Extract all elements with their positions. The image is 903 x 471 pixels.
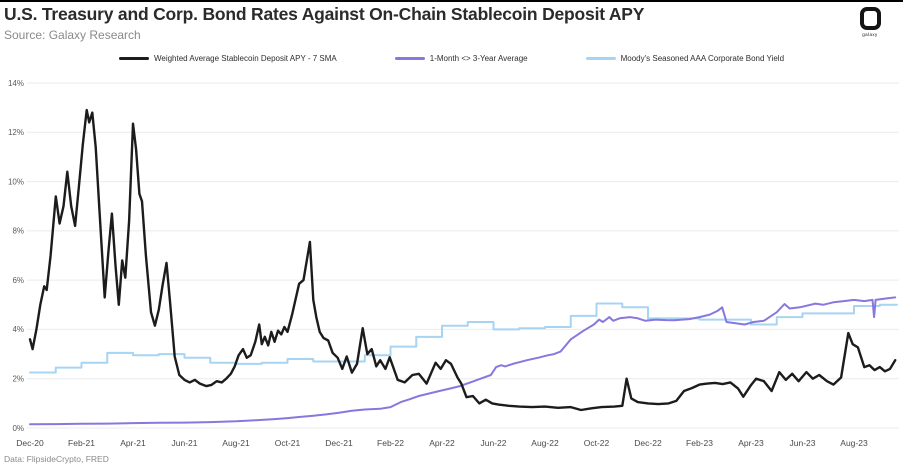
x-tick-label: Aug-22 xyxy=(531,438,559,448)
x-tick-label: Apr-22 xyxy=(429,438,455,448)
legend-swatch-icon xyxy=(118,57,149,60)
y-tick-label: 12% xyxy=(8,128,24,137)
y-tick-label: 14% xyxy=(8,79,24,88)
x-tick-label: Dec-21 xyxy=(325,438,353,448)
galaxy-logo-icon xyxy=(859,7,881,30)
legend-label: Moody's Seasoned AAA Corporate Bond Yiel… xyxy=(620,54,785,63)
legend-swatch-icon xyxy=(585,57,616,60)
x-tick-label: Apr-23 xyxy=(738,438,764,448)
stablecoin-apy-line xyxy=(28,108,897,412)
x-tick-label: Feb-22 xyxy=(377,438,404,448)
x-tick-label: Oct-22 xyxy=(584,438,610,448)
legend-label: Weighted Average Stablecoin Deposit APY … xyxy=(153,54,337,63)
page-title: U.S. Treasury and Corp. Bond Rates Again… xyxy=(4,4,645,24)
x-tick-label: Dec-22 xyxy=(634,438,662,448)
galaxy-logo-text: galaxy xyxy=(862,31,878,37)
treasury-average-line xyxy=(29,296,897,426)
legend: Weighted Average Stablecoin Deposit APY … xyxy=(0,54,903,63)
y-tick-label: 2% xyxy=(12,375,24,384)
y-tick-label: 8% xyxy=(12,227,24,236)
gridlines xyxy=(27,82,899,429)
moodys-aaa-line xyxy=(29,302,898,374)
legend-swatch-icon xyxy=(394,57,425,60)
x-tick-label: Aug-21 xyxy=(222,438,250,448)
x-tick-label: Jun-23 xyxy=(790,438,816,448)
y-axis-labels: 0% 2% 4% 6% 8% 10% 12% 14% xyxy=(8,79,24,433)
x-tick-label: Feb-23 xyxy=(686,438,713,448)
data-attribution: Data: FlipsideCrypto, FRED xyxy=(4,454,109,464)
x-tick-label: Apr-21 xyxy=(120,438,146,448)
y-tick-label: 4% xyxy=(12,325,24,334)
x-tick-label: Aug-23 xyxy=(840,438,868,448)
galaxy-logo: galaxy xyxy=(855,7,885,37)
legend-item: 1-Month <> 3-Year Average xyxy=(394,54,528,63)
x-tick-label: Feb-21 xyxy=(68,438,95,448)
x-tick-label: Jun-21 xyxy=(172,438,198,448)
legend-label: 1-Month <> 3-Year Average xyxy=(429,54,528,63)
y-tick-label: 10% xyxy=(8,177,24,186)
legend-item: Weighted Average Stablecoin Deposit APY … xyxy=(118,54,337,63)
y-tick-label: 0% xyxy=(12,424,24,433)
x-tick-label: Dec-20 xyxy=(16,438,44,448)
x-axis-labels: Dec-20 Feb-21 Apr-21 Jun-21 Aug-21 Oct-21 Dec-… xyxy=(16,438,868,448)
x-tick-label: Jun-22 xyxy=(481,438,507,448)
legend-item: Moody's Seasoned AAA Corporate Bond Yiel… xyxy=(585,54,785,63)
x-tick-label: Oct-21 xyxy=(275,438,301,448)
source-label: Source: Galaxy Research xyxy=(4,28,141,42)
y-tick-label: 6% xyxy=(12,276,24,285)
